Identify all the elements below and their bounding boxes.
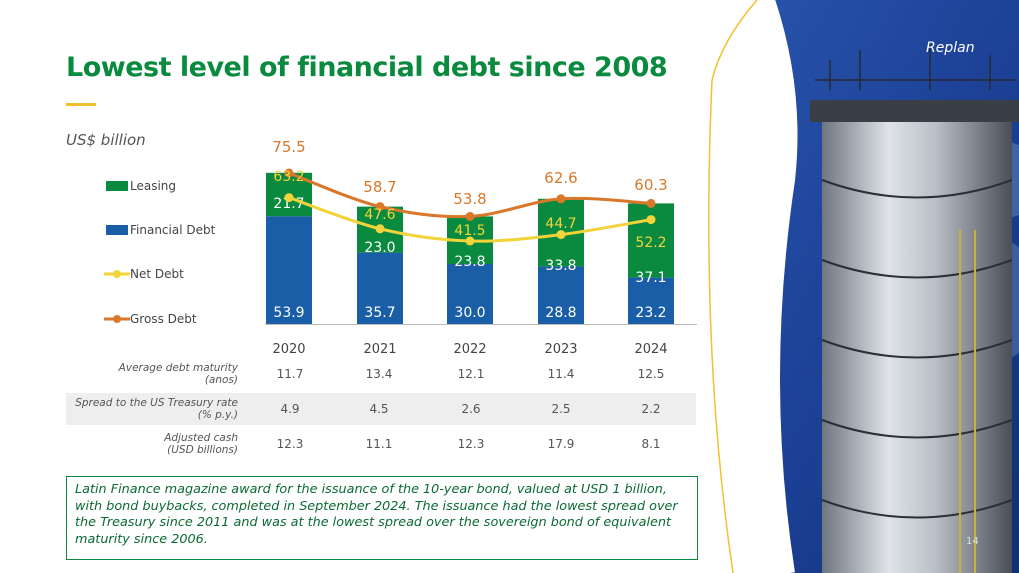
title-underline <box>66 103 96 106</box>
data-label-net-debt: 44.7 <box>545 216 576 232</box>
data-label-financial-debt: 53.9 <box>273 305 304 321</box>
data-label-leasing: 37.1 <box>635 270 666 286</box>
bar-financial-debt <box>628 277 674 324</box>
page-title: Lowest level of financial debt since 200… <box>66 52 668 83</box>
data-label-net-debt: 41.5 <box>454 223 485 239</box>
bar-financial-debt <box>538 266 584 324</box>
point-net-debt <box>556 230 566 240</box>
data-label-net-debt: 63.2 <box>273 169 304 185</box>
table-cell: 11.1 <box>365 437 393 451</box>
data-label-leasing: 23.8 <box>454 254 485 270</box>
point-gross-debt <box>556 194 566 204</box>
data-label-gross-debt: 58.7 <box>363 178 396 196</box>
table-row: Average debt maturity (anos) 11.7 13.4 1… <box>66 358 696 390</box>
data-label-leasing: 23.0 <box>364 240 395 256</box>
data-label-financial-debt: 35.7 <box>364 305 395 321</box>
table-row: Adjusted cash (USD billions) 12.3 11.1 1… <box>66 428 696 460</box>
row-label-line2: (anos) <box>204 374 238 386</box>
row-label-line1: Adjusted cash <box>164 432 238 444</box>
table-cell: 8.1 <box>641 437 661 451</box>
data-label-financial-debt: 23.2 <box>635 305 666 321</box>
table-cell: 12.3 <box>457 437 485 451</box>
table-cell: 11.4 <box>547 367 575 381</box>
legend-label-leasing: Leasing <box>130 179 176 193</box>
legend-swatch-financial-debt <box>106 225 128 235</box>
page-number: 14 <box>966 536 979 547</box>
table-cell: 11.7 <box>276 367 304 381</box>
data-label-financial-debt: 30.0 <box>454 305 485 321</box>
bar-financial-debt <box>266 216 312 324</box>
table-cell: 4.5 <box>369 402 389 416</box>
table-cell: 2.5 <box>551 402 571 416</box>
legend-swatch-leasing <box>106 181 128 191</box>
data-label-net-debt: 47.6 <box>364 207 395 223</box>
point-net-debt <box>465 236 475 246</box>
table-row: Spread to the US Treasury rate (% p.y.) … <box>66 393 696 425</box>
table-cell: 12.5 <box>637 367 665 381</box>
data-label-net-debt: 52.2 <box>635 235 666 251</box>
table-cell: 13.4 <box>365 367 393 381</box>
row-label: Spread to the US Treasury rate (% p.y.) <box>66 397 238 421</box>
data-label-financial-debt: 28.8 <box>545 305 576 321</box>
bar-financial-debt <box>447 264 493 324</box>
unit-label: US$ billion <box>66 131 146 149</box>
row-label-line2: (% p.y.) <box>197 409 238 421</box>
data-label-gross-debt: 60.3 <box>634 176 667 194</box>
table-cell: 12.1 <box>457 367 485 381</box>
bar-financial-debt <box>357 252 403 324</box>
x-tick-label: 2020 <box>272 342 305 357</box>
legend-marker-gross-debt <box>113 315 121 323</box>
point-gross-debt <box>646 198 656 208</box>
legend-marker-net-debt <box>113 270 121 278</box>
award-note: Latin Finance magazine award for the iss… <box>66 476 698 560</box>
point-net-debt <box>375 224 385 234</box>
brand-label: Replan <box>926 40 975 56</box>
row-label-line1: Average debt maturity <box>118 362 238 374</box>
data-label-gross-debt: 75.5 <box>272 138 305 156</box>
legend-label-net-debt: Net Debt <box>130 267 184 281</box>
row-label-line1: Spread to the US Treasury rate <box>75 397 238 409</box>
point-gross-debt <box>375 202 385 212</box>
x-tick-label: 2023 <box>544 342 577 357</box>
row-label-line2: (USD billions) <box>167 444 238 456</box>
table-cell: 12.3 <box>276 437 304 451</box>
legend-label-gross-debt: Gross Debt <box>130 312 197 326</box>
point-net-debt <box>646 215 656 225</box>
table-cell: 2.6 <box>461 402 481 416</box>
table-cell: 17.9 <box>547 437 575 451</box>
point-gross-debt <box>465 211 475 221</box>
row-label: Average debt maturity (anos) <box>66 362 238 386</box>
row-label: Adjusted cash (USD billions) <box>66 432 238 456</box>
legend-label-financial-debt: Financial Debt <box>130 223 216 237</box>
data-label-gross-debt: 62.6 <box>544 169 577 187</box>
point-net-debt <box>284 193 294 203</box>
point-gross-debt <box>284 168 294 178</box>
x-tick-label: 2022 <box>453 342 486 357</box>
table-cell: 2.2 <box>641 402 661 416</box>
x-tick-label: 2021 <box>363 342 396 357</box>
data-label-gross-debt: 53.8 <box>453 190 486 208</box>
x-tick-label: 2024 <box>634 342 667 357</box>
table-cell: 4.9 <box>280 402 300 416</box>
data-label-leasing: 33.8 <box>545 258 576 274</box>
